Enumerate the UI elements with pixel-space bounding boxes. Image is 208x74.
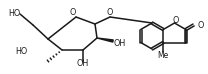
Text: HO: HO	[15, 46, 27, 56]
Text: O: O	[107, 7, 113, 17]
Text: OH: OH	[113, 40, 125, 48]
Text: OH: OH	[77, 59, 89, 67]
Polygon shape	[97, 38, 113, 42]
Text: O: O	[198, 20, 204, 30]
Text: O: O	[172, 15, 179, 24]
Text: O: O	[70, 7, 76, 17]
Text: HO: HO	[8, 9, 20, 17]
Text: Me: Me	[158, 50, 169, 59]
